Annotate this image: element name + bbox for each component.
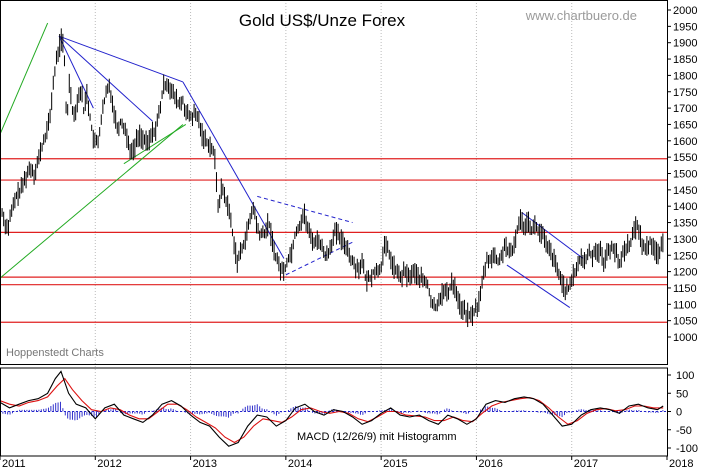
trend-line xyxy=(285,241,353,276)
price-grid xyxy=(94,0,573,456)
macd-label: MACD (12/26/9) mit Histogramm xyxy=(297,431,457,443)
y-tick-label: 1250 xyxy=(673,250,697,262)
y-tick-label: 1950 xyxy=(673,21,697,33)
macd-y-tick-label: 100 xyxy=(676,370,694,382)
trend-line xyxy=(0,22,49,135)
chart-title: Gold US$/Unze Forex xyxy=(239,11,406,30)
y-tick-label: 1200 xyxy=(673,267,697,279)
trend-line xyxy=(58,35,184,83)
y-tick-label: 1650 xyxy=(673,119,697,131)
x-tick-label: 2018 xyxy=(669,458,693,470)
watermark-text: www.chartbuero.de xyxy=(525,8,637,23)
y-tick-label: 1050 xyxy=(673,316,697,328)
y-tick-label: 1850 xyxy=(673,54,697,66)
y-tick-label: 2000 xyxy=(673,5,697,17)
y-tick-label: 1900 xyxy=(673,38,697,50)
y-tick-label: 1600 xyxy=(673,136,697,148)
trend-lines xyxy=(0,22,584,308)
x-tick-label: 2015 xyxy=(383,458,407,470)
trend-line xyxy=(0,124,184,279)
x-tick-label: 2014 xyxy=(288,458,312,470)
macd-signal-line xyxy=(0,377,664,444)
y-tick-label: 1300 xyxy=(673,234,697,246)
y-tick-label: 1150 xyxy=(673,283,697,295)
trend-line xyxy=(506,264,571,308)
y-tick-label: 1750 xyxy=(673,87,697,99)
y-tick-label: 1500 xyxy=(673,169,697,181)
trend-line xyxy=(182,81,285,259)
macd-y-tick-label: 0 xyxy=(676,407,682,419)
price-panel-frame xyxy=(0,0,668,365)
x-tick-label: 2013 xyxy=(193,458,217,470)
trend-line xyxy=(58,35,153,122)
y-tick-label: 1800 xyxy=(673,70,697,82)
macd-y-tick-label: -100 xyxy=(676,443,698,455)
x-tick-label: 2017 xyxy=(574,458,598,470)
trend-line xyxy=(521,212,584,259)
y-tick-label: 1550 xyxy=(673,152,697,164)
trend-line xyxy=(123,124,187,165)
macd-y-tick-label: 50 xyxy=(676,388,688,400)
y-tick-label: 1400 xyxy=(673,201,697,213)
macd-line xyxy=(0,370,664,447)
x-tick-label: 2012 xyxy=(97,458,121,470)
source-label: Hoppenstedt Charts xyxy=(6,347,104,359)
price-bars xyxy=(0,28,664,328)
trend-line xyxy=(58,35,94,109)
y-tick-label: 1700 xyxy=(673,103,697,115)
axes: 1000105011001150120012501300135014001450… xyxy=(0,0,698,470)
macd-panel xyxy=(0,370,667,447)
y-tick-label: 1350 xyxy=(673,218,697,230)
x-tick-label: 2016 xyxy=(478,458,502,470)
y-tick-label: 1000 xyxy=(673,332,697,344)
y-tick-label: 1100 xyxy=(673,299,697,311)
y-tick-label: 1450 xyxy=(673,185,697,197)
macd-y-tick-label: -50 xyxy=(676,425,692,437)
x-tick-label: 2011 xyxy=(2,458,26,470)
